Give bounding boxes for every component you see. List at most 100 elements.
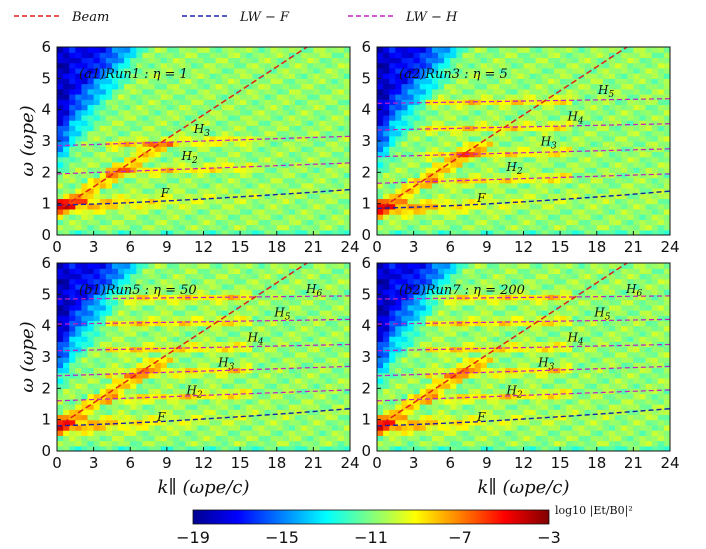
- xtick-label-b2-5: 15: [551, 454, 570, 472]
- ytick-label-a1-1: 1: [41, 195, 51, 213]
- colorbar-tick-2: −11: [354, 528, 388, 547]
- lw-h-line-a2-1: [377, 148, 670, 158]
- xtick-label-b2-8: 24: [660, 454, 679, 472]
- legend-label-2: LW − H: [405, 10, 458, 25]
- colorbar-tick-4: −3: [537, 528, 561, 547]
- xtick-label-a1-0: 0: [52, 238, 62, 256]
- lw-h-line-b2-0: [377, 389, 670, 402]
- ytick-label-a1-0: 0: [41, 226, 51, 244]
- ytick-label-a2-1: 1: [361, 195, 371, 213]
- mode-label-a2-F: F: [476, 191, 486, 205]
- x-axis-label-b1: k∥ (ωpe/c): [158, 477, 250, 498]
- ytick-label-b1-5: 5: [41, 285, 51, 303]
- heatmap-b2: [377, 263, 670, 451]
- lw-h-line-a2-0: [377, 173, 670, 184]
- lw-h-line-a2-2: [377, 123, 670, 131]
- panel-title-a2: (a2)Run3 : η = 5: [399, 67, 508, 82]
- legend: Beam LW − F LW − H: [14, 10, 458, 25]
- lw-h-line-b2-2: [377, 343, 670, 352]
- lw-h-line-b2-4: [377, 295, 670, 300]
- xtick-label-b1-6: 18: [267, 454, 286, 472]
- lw-h-line-a2-3: [377, 98, 670, 104]
- lw-h-line-a1-0: [57, 162, 350, 175]
- ytick-label-b2-4: 4: [361, 317, 371, 335]
- colorbar: −19 −15 −11 −7 −3 log10 |Et/B0|²: [176, 504, 633, 547]
- xtick-label-b2-6: 18: [587, 454, 606, 472]
- ytick-label-a2-5: 5: [361, 69, 371, 87]
- beam-line-a1: [62, 47, 309, 208]
- lw-h-line-b1-1: [57, 365, 350, 377]
- mode-label-a1-F: F: [160, 186, 170, 200]
- ytick-label-b1-6: 6: [41, 254, 51, 272]
- panel-title-b2: (b2)Run7 : η = 200: [399, 283, 525, 298]
- xtick-label-a2-3: 9: [482, 238, 492, 256]
- xtick-label-a2-8: 24: [660, 238, 679, 256]
- legend-label-0: Beam: [71, 10, 109, 25]
- xtick-label-b2-1: 3: [409, 454, 419, 472]
- xtick-label-b1-1: 3: [89, 454, 99, 472]
- lw-f-line-a2: [377, 190, 670, 210]
- xtick-label-a1-4: 12: [194, 238, 213, 256]
- xtick-label-a2-1: 3: [409, 238, 419, 256]
- xtick-label-a2-5: 15: [551, 238, 570, 256]
- xtick-label-a1-1: 3: [89, 238, 99, 256]
- xtick-label-a1-8: 24: [340, 238, 359, 256]
- ytick-label-a2-3: 3: [361, 132, 371, 150]
- ytick-label-a1-2: 2: [41, 163, 51, 181]
- ytick-label-a1-5: 5: [41, 69, 51, 87]
- heatmap-a2: [377, 47, 670, 235]
- xtick-label-a2-2: 6: [445, 238, 455, 256]
- mode-label-b2-F: F: [476, 410, 486, 424]
- legend-label-1: LW − F: [239, 10, 290, 25]
- ytick-label-a1-3: 3: [41, 132, 51, 150]
- beam-line-b2: [382, 263, 629, 424]
- xtick-label-a2-0: 0: [372, 238, 382, 256]
- ytick-label-b1-3: 3: [41, 348, 51, 366]
- lw-h-line-b1-4: [57, 295, 350, 300]
- ytick-label-b1-0: 0: [41, 442, 51, 460]
- xtick-label-a2-4: 12: [514, 238, 533, 256]
- beam-line-b1: [62, 263, 309, 424]
- ytick-label-b1-4: 4: [41, 317, 51, 335]
- ytick-label-a1-6: 6: [41, 38, 51, 56]
- ytick-label-b2-3: 3: [361, 348, 371, 366]
- lw-f-line-b1: [57, 408, 350, 427]
- ytick-label-b2-6: 6: [361, 254, 371, 272]
- lw-f-line-a1: [57, 188, 350, 206]
- lw-h-line-b1-3: [57, 318, 350, 325]
- ytick-label-a1-4: 4: [41, 101, 51, 119]
- xtick-label-b1-5: 15: [231, 454, 250, 472]
- colorbar-bar: [192, 509, 550, 525]
- xtick-label-b1-8: 24: [340, 454, 359, 472]
- xtick-label-b2-4: 12: [514, 454, 533, 472]
- beam-line-a2: [382, 47, 629, 208]
- colorbar-label: log10 |Et/B0|²: [555, 504, 633, 518]
- panel-title-a1: (a1)Run1 : η = 1: [79, 67, 188, 82]
- lw-h-line-b2-3: [377, 318, 670, 325]
- xtick-label-a1-3: 9: [162, 238, 172, 256]
- ytick-label-b2-0: 0: [361, 442, 371, 460]
- ytick-label-b2-5: 5: [361, 285, 371, 303]
- xtick-label-b2-2: 6: [445, 454, 455, 472]
- ytick-label-a2-4: 4: [361, 101, 371, 119]
- xtick-label-b1-0: 0: [52, 454, 62, 472]
- lw-h-line-b2-1: [377, 365, 670, 377]
- ytick-label-a2-2: 2: [361, 163, 371, 181]
- colorbar-tick-0: −19: [176, 528, 210, 547]
- xtick-label-a1-5: 15: [231, 238, 250, 256]
- xtick-label-b2-3: 9: [482, 454, 492, 472]
- ytick-label-a2-0: 0: [361, 226, 371, 244]
- colorbar-tick-3: −7: [448, 528, 472, 547]
- lw-h-line-a1-1: [57, 135, 350, 147]
- panel-title-b1: (b1)Run5 : η = 50: [79, 283, 197, 298]
- xtick-label-b2-7: 21: [624, 454, 643, 472]
- ytick-label-b1-1: 1: [41, 411, 51, 429]
- xtick-label-a1-6: 18: [267, 238, 286, 256]
- ytick-label-b1-2: 2: [41, 379, 51, 397]
- xtick-label-a1-7: 21: [304, 238, 323, 256]
